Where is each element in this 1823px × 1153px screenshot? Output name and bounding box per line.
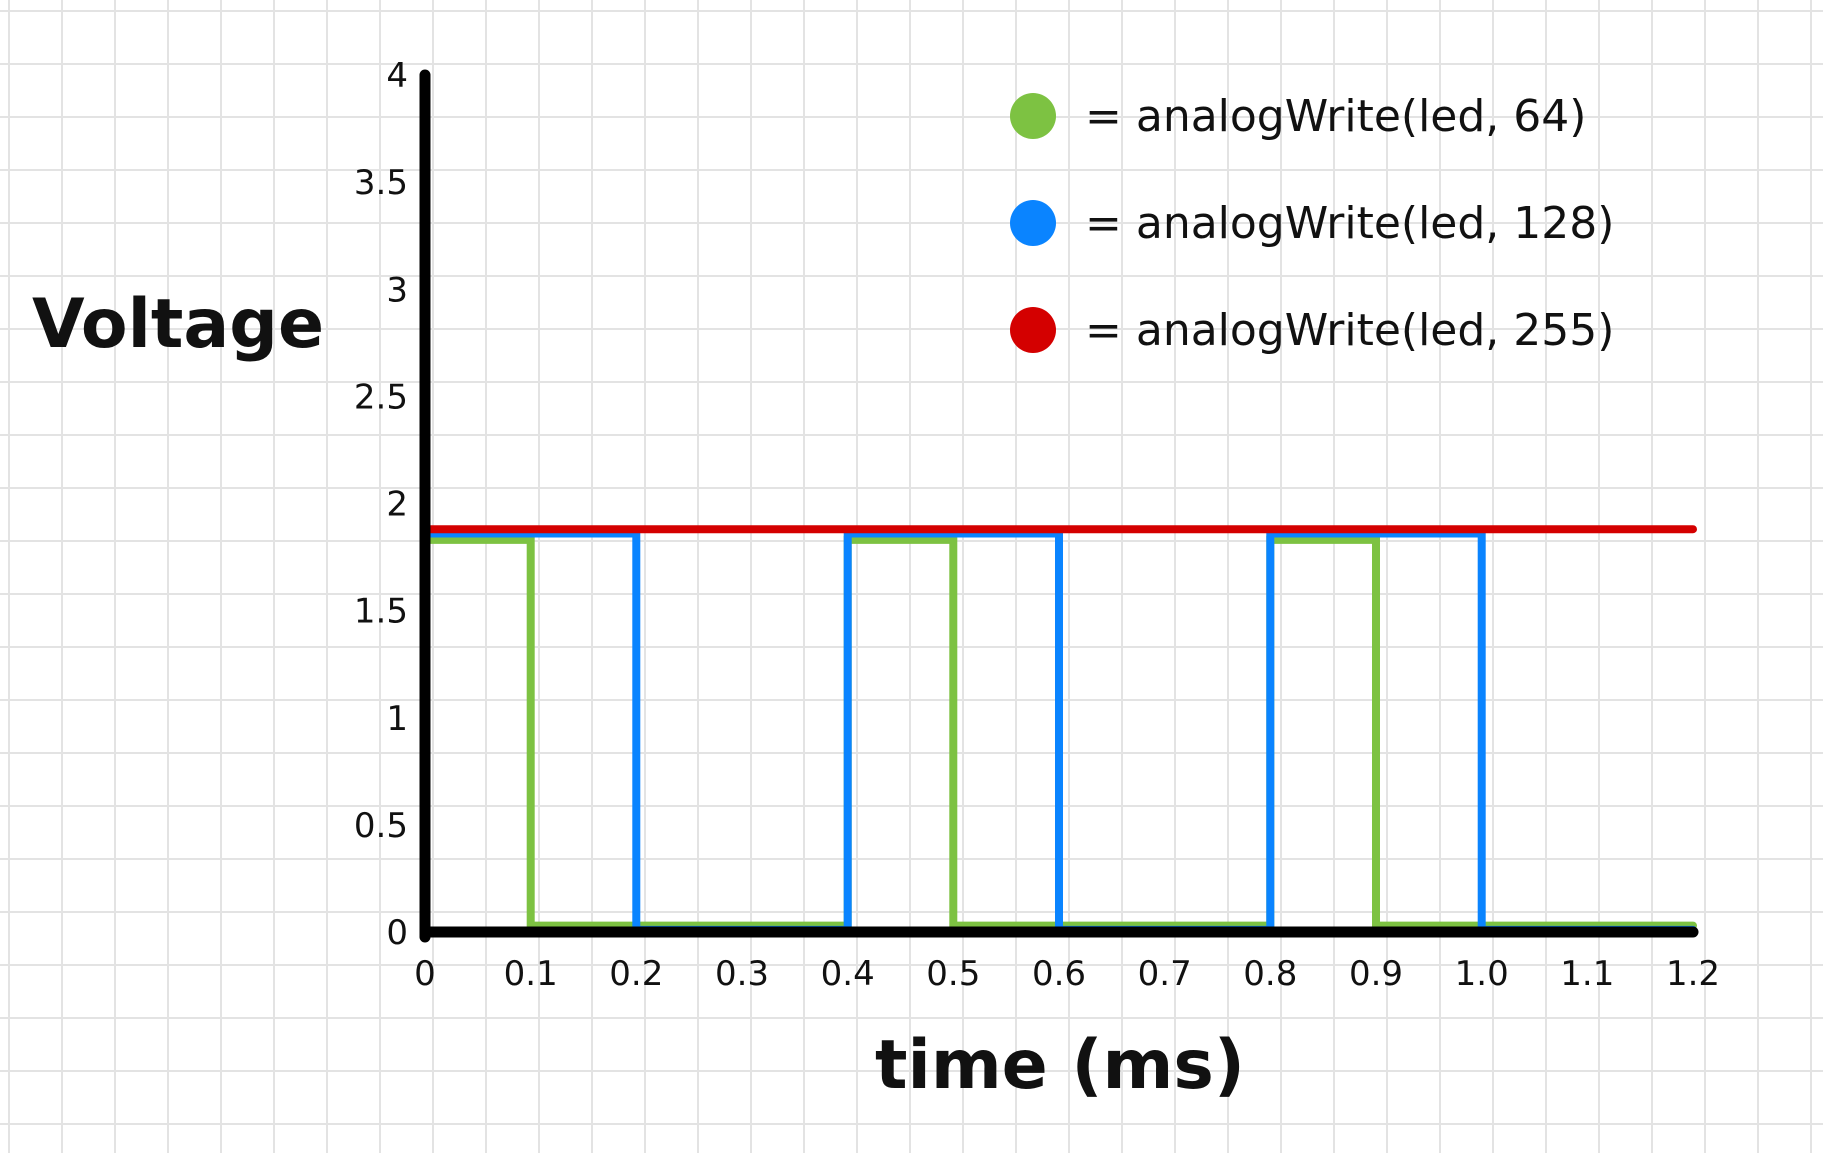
y-tick-label: 2 [386,485,408,525]
x-tick-label: 0.6 [1032,954,1086,994]
series-line-0 [421,535,1697,930]
x-tick-label: 1.2 [1666,954,1720,994]
y-tick-labels: 0 0.5 1 1.5 2 2.5 3 3.5 4 [354,56,408,953]
x-tick-label: 0.4 [821,954,875,994]
y-tick-label: 2.5 [354,377,408,417]
y-tick-label: 1.5 [354,592,408,632]
series-line-1 [421,529,1697,934]
y-tick-label: 0.5 [354,806,408,846]
x-tick-label: 0.3 [715,954,769,994]
legend-label-1: = analogWrite(led, 128) [1085,198,1614,249]
x-tick-label: 0.7 [1138,954,1192,994]
x-axis-title: time (ms) [875,1026,1245,1105]
x-tick-label: 0 [414,954,436,994]
legend-swatch-2 [1010,307,1056,353]
x-tick-label: 0.5 [926,954,980,994]
x-tick-label: 1.0 [1455,954,1509,994]
x-tick-labels: 0 0.1 0.2 0.3 0.4 0.5 0.6 0.7 0.8 0.9 1.0 1.1 1.2 [414,954,1720,994]
y-tick-label: 4 [386,56,408,96]
y-tick-label: 3 [386,270,408,310]
legend-swatch-0 [1010,93,1056,139]
x-tick-label: 1.1 [1560,954,1614,994]
x-tick-label: 0.1 [504,954,558,994]
x-tick-label: 0.9 [1349,954,1403,994]
legend-swatch-1 [1010,200,1056,246]
legend-label-2: = analogWrite(led, 255) [1085,305,1614,356]
x-tick-label: 0.8 [1243,954,1297,994]
y-axis-title: Voltage [32,285,324,364]
y-tick-label: 0 [386,913,408,953]
y-tick-label: 1 [386,699,408,739]
y-tick-label: 3.5 [354,163,408,203]
legend: = analogWrite(led, 64) = analogWrite(led,… [1010,91,1614,356]
series-layer [421,525,1697,934]
x-tick-label: 0.2 [609,954,663,994]
legend-label-0: = analogWrite(led, 64) [1085,91,1586,142]
